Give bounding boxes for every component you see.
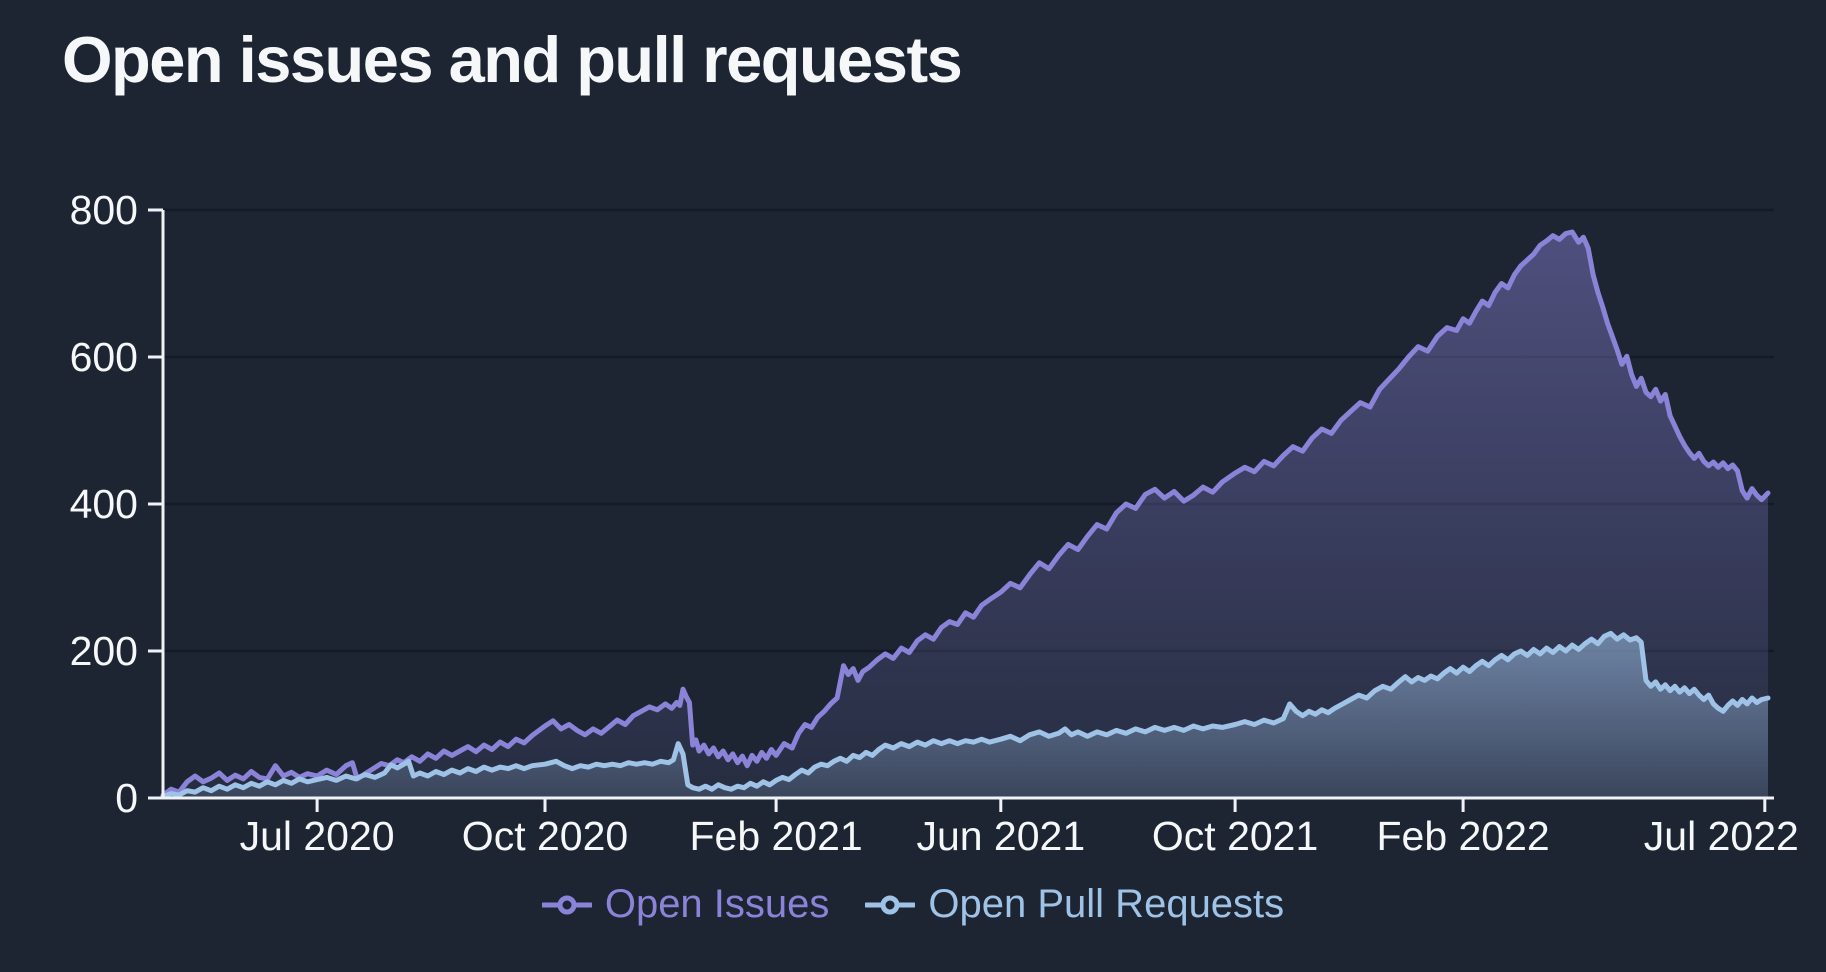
x-tick-label: Jun 2021 — [916, 813, 1085, 859]
y-tick-label: 200 — [70, 628, 138, 674]
area-open-issues — [163, 232, 1768, 798]
x-tick-label: Jul 2020 — [240, 813, 395, 859]
line-open-pull-requests[interactable] — [160, 630, 1771, 799]
chart-title: Open issues and pull requests — [62, 23, 963, 96]
x-tick-label: Jul 2022 — [1644, 813, 1799, 859]
x-tick-label: Feb 2021 — [689, 813, 862, 859]
x-axis-ticks: Jul 2020 Oct 2020 Feb 2021 Jun 2021 Oct 2021… — [240, 798, 1799, 859]
legend-label-open-pull-requests: Open Pull Requests — [928, 882, 1285, 926]
chart-legend: Open Issues Open Pull Requests — [0, 882, 1826, 927]
legend-item-open-pull-requests[interactable]: Open Pull Requests — [865, 882, 1284, 927]
y-axis-ticks: 0 200 400 600 800 — [70, 187, 163, 821]
open-pull-requests-marker-icon — [865, 895, 916, 914]
line-open-issues[interactable] — [160, 229, 1771, 798]
y-tick-label: 0 — [115, 775, 138, 821]
x-tick-label: Oct 2020 — [462, 813, 628, 859]
legend-label-open-issues: Open Issues — [604, 882, 830, 926]
y-tick-label: 600 — [70, 334, 138, 380]
y-tick-label: 800 — [70, 187, 138, 233]
x-tick-label: Oct 2021 — [1152, 813, 1318, 859]
area-open-pull-requests — [163, 633, 1768, 798]
legend-item-open-issues[interactable]: Open Issues — [541, 882, 830, 927]
open-issues-marker-icon — [541, 895, 592, 914]
y-tick-label: 400 — [70, 481, 138, 527]
x-tick-label: Feb 2022 — [1376, 813, 1549, 859]
